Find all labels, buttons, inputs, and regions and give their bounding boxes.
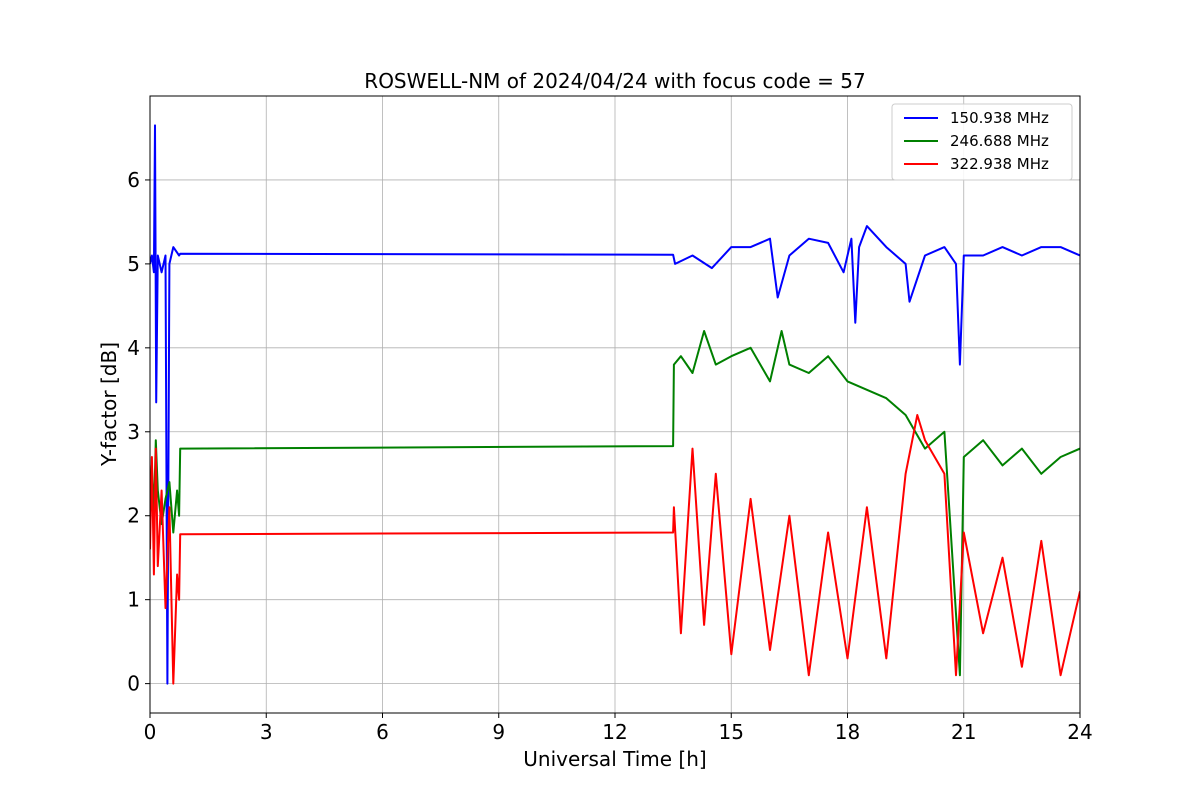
y-tick-label: 3 [127, 420, 140, 444]
series-line-0 [150, 124, 1080, 685]
x-tick-label: 21 [951, 720, 976, 744]
x-tick-label: 12 [602, 720, 627, 744]
x-tick-label: 3 [260, 720, 273, 744]
x-tick-label: 18 [835, 720, 860, 744]
y-tick-label: 6 [127, 168, 140, 192]
y-tick-label: 2 [127, 504, 140, 528]
y-tick-label: 1 [127, 588, 140, 612]
y-tick-label: 0 [127, 672, 140, 696]
y-tick-label: 4 [127, 336, 140, 360]
x-tick-label: 9 [492, 720, 505, 744]
y-axis-label: Y-factor [dB] [97, 342, 121, 467]
x-tick-label: 6 [376, 720, 389, 744]
x-axis-label: Universal Time [h] [523, 747, 706, 771]
series-layer [150, 124, 1080, 685]
series-line-2 [150, 414, 1080, 685]
legend: 150.938 MHz 246.688 MHz 322.938 MHz [891, 103, 1073, 181]
x-tick-label: 24 [1067, 720, 1092, 744]
y-tick-label: 5 [127, 252, 140, 276]
legend-entry-1: 246.688 MHz [950, 132, 1049, 150]
series-line-1 [150, 330, 1080, 677]
legend-box [891, 103, 1073, 181]
x-tick-label: 0 [144, 720, 157, 744]
x-tick-label: 15 [719, 720, 744, 744]
legend-entry-2: 322.938 MHz [950, 155, 1049, 173]
chart-title: ROSWELL-NM of 2024/04/24 with focus code… [364, 69, 865, 93]
legend-entry-0: 150.938 MHz [950, 109, 1049, 127]
